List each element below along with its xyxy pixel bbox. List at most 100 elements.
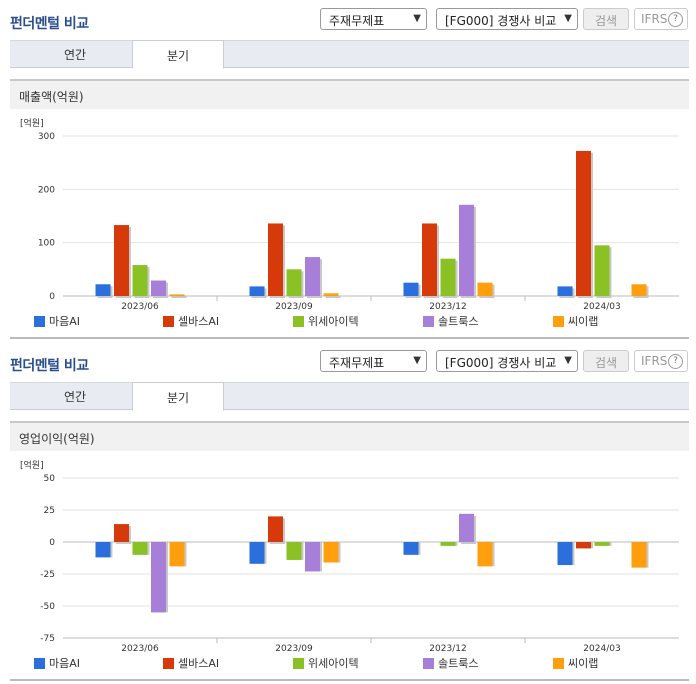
ifrs-button[interactable]: IFRS ? bbox=[634, 350, 688, 372]
divider bbox=[10, 337, 689, 339]
legend-swatch bbox=[163, 658, 174, 669]
tab-annual[interactable]: 연간 bbox=[63, 48, 87, 62]
bar bbox=[286, 269, 302, 296]
report-type-select[interactable]: 주재무제표 ▼ bbox=[320, 8, 427, 30]
bar bbox=[440, 258, 456, 296]
ifrs-button[interactable]: IFRS ? bbox=[634, 8, 688, 30]
legend-swatch bbox=[293, 658, 304, 669]
peer-group-select[interactable]: [FG000] 경쟁사 비교 ▼ bbox=[436, 350, 578, 372]
search-button[interactable]: 검색 bbox=[583, 350, 629, 372]
tab-quarterly[interactable]: 분기 bbox=[132, 382, 224, 411]
bar bbox=[151, 542, 166, 613]
bar bbox=[305, 257, 320, 296]
bar bbox=[132, 265, 148, 296]
bar-shadow bbox=[325, 295, 341, 298]
peer-group-value: [FG000] 경쟁사 비교 bbox=[445, 356, 557, 370]
bar bbox=[249, 542, 265, 564]
y-tick-label: 25 bbox=[44, 506, 55, 516]
panel-title: 펀더멘털 비교 bbox=[10, 16, 89, 32]
chevron-down-icon: ▼ bbox=[564, 13, 572, 24]
y-tick-label: 0 bbox=[49, 292, 55, 302]
y-tick-label: -25 bbox=[40, 570, 55, 580]
report-type-value: 주재무제표 bbox=[329, 356, 385, 370]
x-tick-label: 2023/09 bbox=[275, 644, 313, 654]
bar bbox=[268, 516, 283, 542]
x-tick-label: 2023/06 bbox=[121, 644, 159, 654]
bar bbox=[576, 542, 591, 549]
search-button[interactable]: 검색 bbox=[583, 8, 629, 30]
y-tick-label: 0 bbox=[49, 538, 55, 548]
bar bbox=[114, 524, 129, 542]
bar bbox=[557, 286, 573, 296]
bar bbox=[594, 542, 610, 546]
bar bbox=[305, 542, 320, 572]
bar bbox=[403, 542, 419, 555]
ifrs-label: IFRS bbox=[641, 12, 668, 26]
bar bbox=[459, 204, 474, 296]
operating-profit-bar-chart: [억원]50 25 0 -25 -50 -75 2023/06 2023/09 2023/12 2… bbox=[20, 459, 679, 670]
y-tick-label: 50 bbox=[44, 474, 56, 484]
legend-label: 마음AI bbox=[49, 315, 80, 328]
bar bbox=[169, 542, 185, 567]
bar bbox=[95, 542, 111, 558]
bar bbox=[323, 293, 339, 296]
section-title: 매출액(억원) bbox=[19, 90, 84, 104]
legend-swatch bbox=[34, 316, 45, 327]
y-tick-label: 300 bbox=[38, 132, 55, 142]
report-type-select[interactable]: 주재무제표 ▼ bbox=[320, 350, 427, 372]
bar bbox=[477, 542, 493, 567]
report-type-value: 주재무제표 bbox=[329, 14, 385, 28]
bar bbox=[268, 223, 283, 296]
panel-header: 펀더멘털 비교 주재무제표 ▼ [FG000] 경쟁사 비교 ▼ 검색 IFRS… bbox=[0, 342, 696, 382]
legend-label: 씨이랩 bbox=[568, 315, 598, 328]
period-tabs: 연간 분기 bbox=[10, 40, 689, 69]
x-tick-label: 2024/03 bbox=[583, 302, 620, 312]
section-header: 매출액(억원) bbox=[10, 79, 689, 109]
revenue-bar-chart: [억원] 0 100 200 300 2023/06 2023/09 2023/12 2024/… bbox=[20, 117, 679, 328]
legend-swatch bbox=[163, 316, 174, 327]
bar bbox=[422, 223, 437, 296]
x-tick-label: 2023/06 bbox=[121, 302, 159, 312]
panel-header: 펀더멘털 비교 주재무제표 ▼ [FG000] 경쟁사 비교 ▼ 검색 IFRS… bbox=[0, 0, 696, 40]
legend-swatch bbox=[423, 658, 434, 669]
y-tick-label: -50 bbox=[40, 602, 55, 612]
tab-quarterly[interactable]: 분기 bbox=[132, 40, 224, 69]
period-tabs: 연간 분기 bbox=[10, 382, 689, 411]
chevron-down-icon: ▼ bbox=[413, 355, 421, 366]
bar bbox=[323, 542, 339, 563]
revenue-panel: 펀더멘털 비교 주재무제표 ▼ [FG000] 경쟁사 비교 ▼ 검색 IFRS… bbox=[0, 0, 696, 339]
bar bbox=[95, 284, 111, 296]
bar bbox=[477, 282, 493, 296]
bar-shadow bbox=[171, 296, 187, 298]
bar bbox=[631, 284, 647, 296]
bar bbox=[557, 542, 573, 566]
bar bbox=[459, 513, 474, 542]
legend-swatch bbox=[423, 316, 434, 327]
legend-label: 위세아이텍 bbox=[308, 657, 359, 670]
legend-swatch bbox=[293, 316, 304, 327]
section-title: 영업이익(억원) bbox=[19, 432, 95, 446]
y-tick-label: 200 bbox=[38, 185, 55, 195]
bar bbox=[286, 542, 302, 560]
legend-swatch bbox=[34, 658, 45, 669]
operating-profit-panel: 펀더멘털 비교 주재무제표 ▼ [FG000] 경쟁사 비교 ▼ 검색 IFRS… bbox=[0, 342, 696, 684]
legend-swatch bbox=[553, 658, 564, 669]
legend-label: 솔트룩스 bbox=[438, 315, 478, 328]
legend-label: 위세아이텍 bbox=[308, 315, 359, 328]
bar bbox=[440, 542, 456, 546]
y-tick-label: 100 bbox=[38, 239, 55, 249]
x-tick-label: 2023/09 bbox=[275, 302, 313, 312]
bar bbox=[132, 542, 148, 555]
tab-annual[interactable]: 연간 bbox=[63, 390, 87, 404]
chevron-down-icon: ▼ bbox=[564, 355, 572, 366]
legend-label: 솔트룩스 bbox=[438, 657, 478, 670]
bar bbox=[114, 225, 129, 296]
bar bbox=[631, 542, 647, 568]
help-icon[interactable]: ? bbox=[668, 12, 683, 27]
x-tick-label: 2024/03 bbox=[583, 644, 620, 654]
legend-label: 마음AI bbox=[49, 657, 80, 670]
divider bbox=[10, 679, 689, 681]
help-icon[interactable]: ? bbox=[668, 354, 683, 369]
peer-group-select[interactable]: [FG000] 경쟁사 비교 ▼ bbox=[436, 8, 578, 30]
legend-label: 셀바스AI bbox=[178, 657, 219, 670]
